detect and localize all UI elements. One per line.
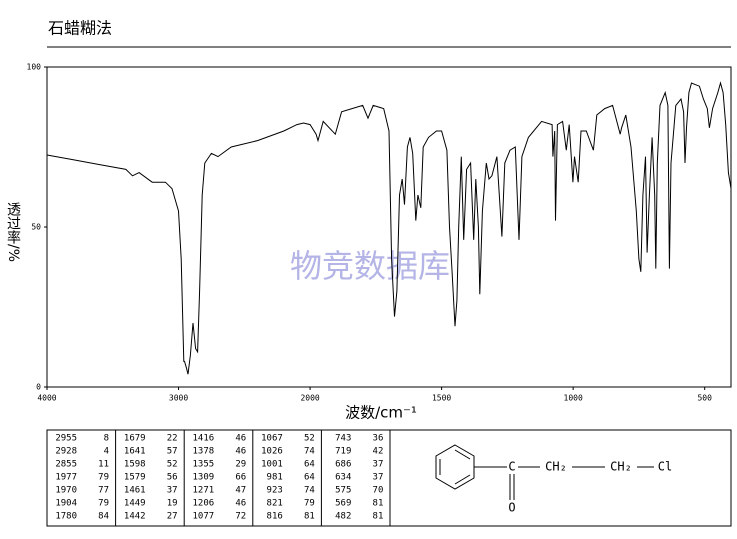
structure (435, 444, 654, 500)
peak-intensity: 4 (104, 447, 109, 457)
peak-intensity: 37 (373, 460, 384, 470)
peak-intensity: 81 (373, 512, 384, 522)
peak-wavenumber: 575 (335, 486, 351, 496)
peak-wavenumber: 1206 (193, 499, 215, 509)
peak-wavenumber: 1641 (124, 447, 146, 457)
bond (454, 474, 471, 485)
peak-intensity: 66 (235, 473, 246, 483)
peak-intensity: 52 (167, 460, 178, 470)
atom-label: CH₂ (610, 460, 632, 474)
peak-wavenumber: 1378 (193, 447, 215, 457)
atom-label: CH₂ (545, 460, 567, 474)
peak-intensity: 47 (235, 486, 246, 496)
peak-wavenumber: 1970 (55, 486, 77, 496)
peak-wavenumber: 686 (335, 460, 351, 470)
peak-wavenumber: 1449 (124, 499, 146, 509)
peak-intensity: 19 (167, 499, 178, 509)
peak-wavenumber: 2928 (55, 447, 77, 457)
peak-intensity: 22 (167, 434, 178, 444)
peak-wavenumber: 1579 (124, 473, 146, 483)
bond (454, 449, 471, 460)
peak-wavenumber: 1001 (261, 460, 283, 470)
atom-label: O (508, 501, 515, 515)
x-tick-label: 1500 (432, 394, 451, 403)
peak-wavenumber: 981 (267, 473, 283, 483)
x-tick-label: 3000 (169, 394, 188, 403)
peak-intensity: 37 (373, 473, 384, 483)
x-axis-label: 波数/cm⁻¹ (345, 404, 417, 422)
peak-intensity: 81 (373, 499, 384, 509)
watermark: 物竞数据库 (290, 247, 450, 285)
peak-wavenumber: 821 (267, 499, 283, 509)
peak-intensity: 64 (304, 460, 315, 470)
peak-wavenumber: 2955 (55, 434, 77, 444)
x-tick-label: 500 (697, 394, 712, 403)
peak-wavenumber: 816 (267, 512, 283, 522)
peak-wavenumber: 1067 (261, 434, 283, 444)
peak-wavenumber: 1355 (193, 460, 215, 470)
x-tick-label: 4000 (37, 394, 56, 403)
peak-intensity: 74 (304, 447, 315, 457)
y-tick-label: 0 (36, 383, 41, 392)
peak-wavenumber: 1416 (193, 434, 215, 444)
x-tick-label: 1000 (564, 394, 583, 403)
peak-intensity: 79 (304, 499, 315, 509)
peak-wavenumber: 1461 (124, 486, 146, 496)
peak-intensity: 79 (98, 473, 109, 483)
peak-wavenumber: 1442 (124, 512, 146, 522)
peak-intensity: 11 (98, 460, 109, 470)
plot-frame (46, 66, 732, 388)
peak-intensity: 56 (167, 473, 178, 483)
peak-intensity: 37 (167, 486, 178, 496)
x-tick-label: 2000 (300, 394, 319, 403)
peak-intensity: 81 (304, 512, 315, 522)
spectrum-line (46, 81, 732, 375)
peak-wavenumber: 1780 (55, 512, 77, 522)
peak-wavenumber: 482 (335, 512, 351, 522)
peak-intensity: 36 (373, 434, 384, 444)
peak-intensity: 42 (373, 447, 384, 457)
peak-wavenumber: 1309 (193, 473, 215, 483)
peak-wavenumber: 1977 (55, 473, 77, 483)
peak-intensity: 57 (167, 447, 178, 457)
peak-wavenumber: 1271 (193, 486, 215, 496)
peak-wavenumber: 1904 (55, 499, 77, 509)
peak-intensity: 77 (98, 486, 109, 496)
peak-wavenumber: 1679 (124, 434, 146, 444)
peak-wavenumber: 743 (335, 434, 351, 444)
peak-intensity: 29 (235, 460, 246, 470)
peak-intensity: 46 (235, 499, 246, 509)
chart-title: 石蜡糊法 (48, 19, 112, 38)
peak-wavenumber: 1026 (261, 447, 283, 457)
peak-intensity: 46 (235, 447, 246, 457)
peak-intensity: 74 (304, 486, 315, 496)
peak-intensity: 79 (98, 499, 109, 509)
peak-intensity: 84 (98, 512, 109, 522)
peak-wavenumber: 2855 (55, 460, 77, 470)
atom-label: Cl (658, 460, 672, 474)
peak-intensity: 27 (167, 512, 178, 522)
peak-wavenumber: 634 (335, 473, 351, 483)
peak-wavenumber: 719 (335, 447, 351, 457)
peak-intensity: 46 (235, 434, 246, 444)
benzene-ring (435, 444, 475, 490)
peak-intensity: 8 (104, 434, 109, 444)
y-tick-label: 100 (27, 63, 42, 72)
peak-wavenumber: 1077 (193, 512, 215, 522)
peak-intensity: 70 (373, 486, 384, 496)
peak-wavenumber: 569 (335, 499, 351, 509)
peak-wavenumber: 923 (267, 486, 283, 496)
y-tick-label: 50 (31, 223, 41, 232)
peak-intensity: 64 (304, 473, 315, 483)
peak-table-frame (46, 429, 732, 527)
atom-label: C (508, 460, 515, 474)
peak-intensity: 72 (235, 512, 246, 522)
peak-intensity: 52 (304, 434, 315, 444)
peak-wavenumber: 1598 (124, 460, 146, 470)
y-axis-label: 透过率/% (5, 202, 21, 262)
